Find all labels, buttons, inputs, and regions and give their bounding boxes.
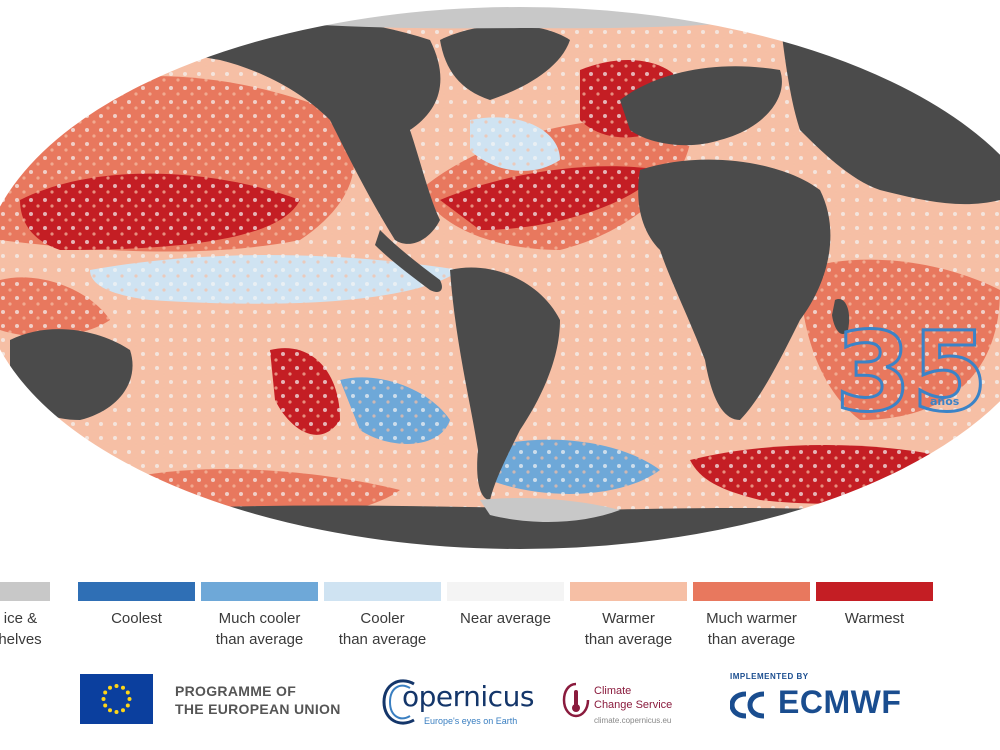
legend-item-near-average: Near average [447, 582, 564, 652]
c3s-url: climate.copernicus.eu [594, 716, 672, 725]
legend-label: ea ice & e shelves [0, 608, 50, 650]
legend-label: Much cooler than average [201, 608, 318, 650]
legend-item-much-warmer: Much warmer than average [693, 582, 810, 652]
map-svg: 35 años [0, 5, 1000, 551]
copernicus-logo: opernicus Europe's eyes on Earth [380, 672, 540, 732]
logos-row: PROGRAMME OF THE EUROPEAN UNION opernicu… [0, 668, 1000, 738]
implemented-by-label: IMPLEMENTED BY [730, 672, 809, 681]
legend-label: Near average [447, 608, 564, 629]
legend-label-line: than average [707, 631, 796, 648]
legend-label-line: than average [215, 631, 304, 648]
legend-item-sea-ice: ea ice & e shelves [0, 582, 50, 652]
eu-line-1: PROGRAMME OF [175, 683, 297, 699]
south-america [450, 267, 560, 500]
copernicus-word: opernicus [402, 680, 534, 713]
legend-label-line: Coolest [111, 610, 162, 627]
legend-label-line: than average [584, 631, 673, 648]
legend-label-line: ea ice & [0, 610, 38, 627]
legend-label-line: Near average [460, 610, 551, 627]
africa [638, 159, 831, 420]
legend-swatch [816, 582, 933, 601]
thermometer-icon [562, 682, 590, 718]
legend-swatch [570, 582, 687, 601]
legend-swatch [447, 582, 564, 601]
legend-item-coolest: Coolest [78, 582, 195, 652]
legend-swatch [201, 582, 318, 601]
legend-label-line: Warmest [844, 610, 905, 627]
antarctic-sea-ice [480, 498, 620, 522]
legend-item-warmest: Warmest [816, 582, 933, 652]
north-america [140, 17, 441, 244]
c3s-title: Climate Change Service [594, 684, 672, 712]
c3s-logo: Climate Change Service climate.copernicu… [560, 672, 720, 732]
australia [10, 329, 133, 420]
legend-label: Cooler than average [324, 608, 441, 650]
legend-label-line: Much warmer [706, 610, 797, 627]
europe [620, 66, 782, 146]
anniversary-word: años [930, 395, 960, 408]
legend-item-cooler: Cooler than average [324, 582, 441, 652]
greenland [440, 25, 570, 100]
copernicus-tagline: Europe's eyes on Earth [424, 716, 518, 726]
legend-label-line: e shelves [0, 631, 42, 648]
ecmwf-wave-icon [730, 691, 765, 719]
legend-swatch [78, 582, 195, 601]
legend-label: Much warmer than average [693, 608, 810, 650]
c3s-line-1: Climate [594, 685, 632, 697]
legend-label-line: than average [338, 631, 427, 648]
legend-label-line: Much cooler [218, 610, 301, 627]
legend-swatch [0, 582, 50, 601]
anniversary-logo: 35 años [834, 307, 990, 438]
anniversary-number: 35 [835, 308, 988, 436]
legend-label-line: Cooler [360, 610, 405, 627]
central-america [375, 230, 442, 292]
ecmwf-word: ECMWF [778, 684, 902, 720]
eu-programme-text: PROGRAMME OF THE EUROPEAN UNION [175, 682, 341, 718]
arctic-sea-ice [140, 6, 860, 29]
copernicus-c-icon [382, 679, 415, 725]
globe-outline [0, 5, 1000, 551]
eu-flag-icon [80, 674, 153, 724]
legend-label: Coolest [78, 608, 195, 629]
legend-swatch [693, 582, 810, 601]
c3s-line-2: Change Service [594, 699, 673, 711]
world-sst-anomaly-map: 35 años [0, 5, 1000, 551]
legend: ea ice & e shelves Coolest Much cooler than … [0, 582, 1000, 652]
madagascar [832, 299, 850, 335]
legend-label: Warmer than average [570, 608, 687, 650]
eu-line-2: THE EUROPEAN UNION [175, 701, 341, 717]
ecmwf-logo: IMPLEMENTED BY ECMWF [730, 668, 930, 728]
legend-item-much-cooler: Much cooler than average [201, 582, 318, 652]
legend-label-line: Warmer [602, 610, 655, 627]
legend-label: Warmest [816, 608, 933, 629]
legend-item-warmer: Warmer than average [570, 582, 687, 652]
legend-swatch [324, 582, 441, 601]
